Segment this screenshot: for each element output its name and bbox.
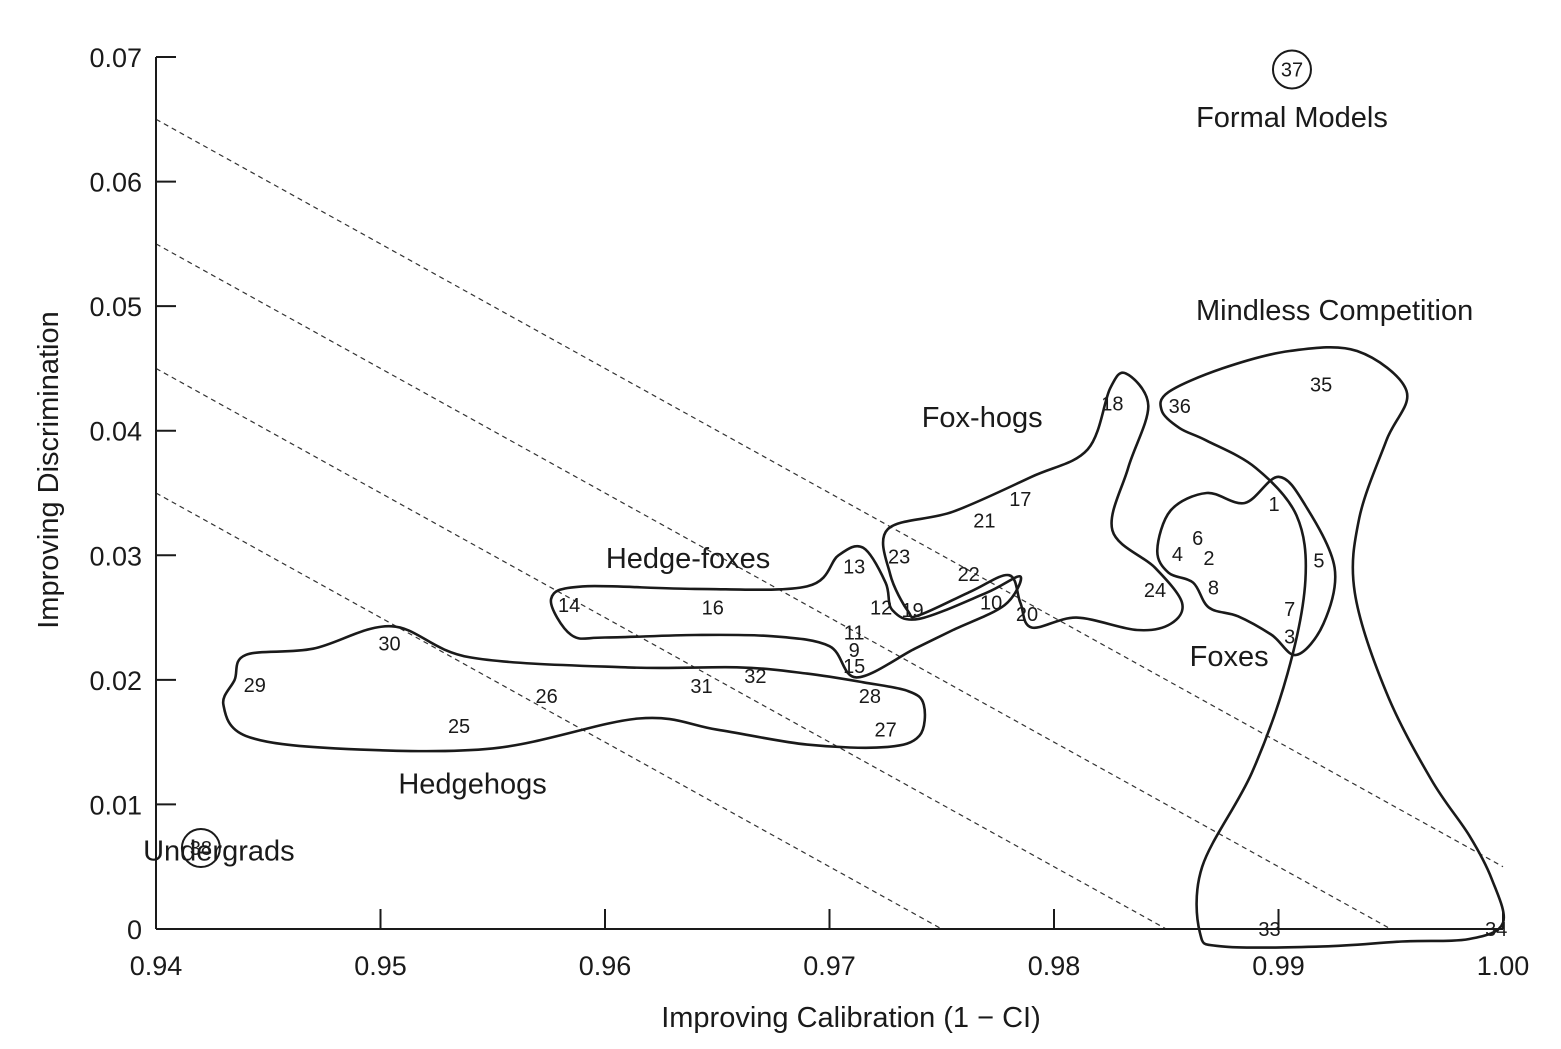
point-12: 12 — [870, 598, 892, 620]
point-32: 32 — [744, 666, 766, 688]
x-tick-label-0.99: 0.99 — [1252, 951, 1305, 981]
point-36: 36 — [1169, 396, 1191, 418]
x-tick-label-0.97: 0.97 — [803, 951, 856, 981]
y-axis-title: Improving Discrimination — [33, 311, 65, 629]
annotation-mindless-competition: Mindless Competition — [1196, 295, 1473, 327]
region-hedge-foxes — [549, 544, 1023, 679]
point-5: 5 — [1313, 550, 1324, 572]
point-24: 24 — [1144, 580, 1166, 602]
point-28: 28 — [859, 686, 881, 708]
iso-score-lines — [155, 118, 1504, 930]
x-tick-label-0.98: 0.98 — [1028, 951, 1081, 981]
point-7: 7 — [1284, 599, 1295, 621]
point-15: 15 — [843, 656, 865, 678]
y-tick-label-0.04: 0.04 — [89, 417, 142, 447]
y-tick-label-0.05: 0.05 — [89, 292, 142, 322]
point-6: 6 — [1192, 528, 1203, 550]
point-29: 29 — [244, 675, 266, 697]
point-3: 3 — [1284, 626, 1295, 648]
annotation-foxes: Foxes — [1190, 641, 1269, 673]
iso-line-1 — [155, 118, 1504, 868]
y-tick-label-0.03: 0.03 — [89, 541, 142, 571]
x-axis-title: Improving Calibration (1 − CI) — [661, 1002, 1041, 1034]
y-tick-label-0.02: 0.02 — [89, 666, 142, 696]
x-tick-label-0.94: 0.94 — [130, 951, 183, 981]
point-2: 2 — [1203, 548, 1214, 570]
x-tick-label-1.00: 1.00 — [1477, 951, 1530, 981]
point-35: 35 — [1310, 375, 1332, 397]
iso-line-2 — [155, 243, 1392, 930]
point-31: 31 — [690, 676, 712, 698]
iso-line-3 — [155, 367, 1167, 930]
y-tick-label-0.01: 0.01 — [89, 790, 142, 820]
point-9: 9 — [849, 640, 860, 662]
point-38: 38 — [190, 838, 212, 860]
point-30: 30 — [378, 634, 400, 656]
point-23: 23 — [888, 547, 910, 569]
annotation-hedge-foxes: Hedge-foxes — [606, 543, 770, 575]
group-regions — [221, 345, 1506, 949]
point-17: 17 — [1009, 489, 1031, 511]
region-hedgehogs — [221, 624, 927, 753]
axis-ticks: 0.94 0.95 0.96 0.97 0.98 0.99 1.00 0 0.01 0.02 0.0… — [89, 43, 1529, 981]
point-21: 21 — [973, 510, 995, 532]
annotation-formal-models: Formal Models — [1196, 102, 1388, 134]
point-19: 19 — [901, 600, 923, 622]
point-20: 20 — [1016, 604, 1038, 626]
point-27: 27 — [875, 720, 897, 742]
y-tick-label-0.06: 0.06 — [89, 168, 142, 198]
region-fox-hogs — [881, 371, 1184, 632]
point-1: 1 — [1268, 494, 1279, 516]
x-tick-label-0.96: 0.96 — [579, 951, 632, 981]
point-8: 8 — [1208, 578, 1219, 600]
point-22: 22 — [958, 564, 980, 586]
region-mindless-competition — [1159, 345, 1506, 949]
point-33: 33 — [1258, 919, 1280, 941]
point-10: 10 — [980, 593, 1002, 615]
annotation-undergrads: Undergrads — [143, 836, 295, 868]
x-tick-label-0.95: 0.95 — [354, 951, 407, 981]
iso-line-4 — [155, 492, 943, 930]
point-13: 13 — [843, 556, 865, 578]
y-tick-label-0.07: 0.07 — [89, 43, 142, 73]
axes — [155, 57, 1503, 930]
point-18: 18 — [1101, 393, 1123, 415]
region-foxes — [1155, 475, 1337, 657]
point-25: 25 — [448, 716, 470, 738]
point-11: 11 — [844, 623, 865, 645]
point-14: 14 — [558, 595, 580, 617]
y-tick-label-0: 0 — [127, 915, 142, 945]
point-37: 37 — [1281, 59, 1303, 81]
point-circle-38 — [180, 828, 221, 869]
point-34: 34 — [1485, 919, 1507, 941]
point-4: 4 — [1172, 544, 1183, 566]
point-16: 16 — [702, 598, 724, 620]
point-26: 26 — [536, 686, 558, 708]
point-circle-37 — [1271, 49, 1312, 90]
annotation-hedgehogs: Hedgehogs — [398, 768, 546, 800]
annotation-fox-hogs: Fox-hogs — [922, 402, 1043, 434]
group-annotations: Formal Models Mindless Competition Fox-hog… — [143, 102, 1473, 868]
